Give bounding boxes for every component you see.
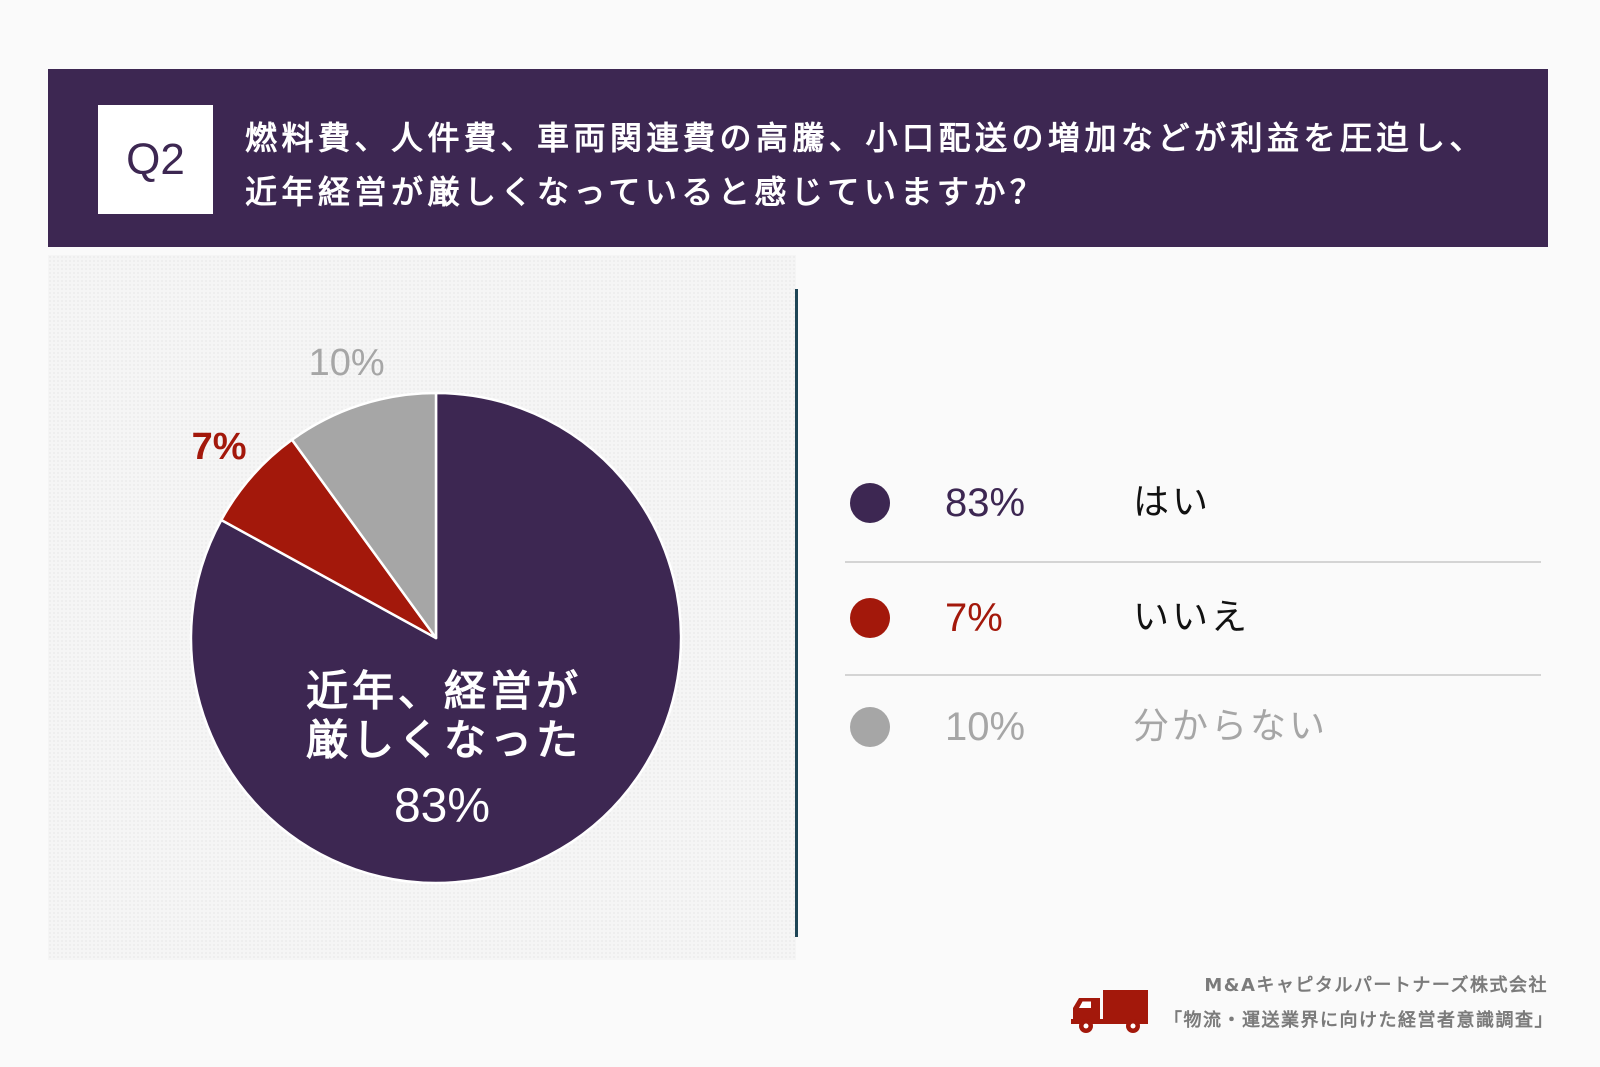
legend-label-dont-know: 分からない: [1133, 706, 1329, 747]
pie-slices: [189, 391, 683, 885]
legend-dot-yes: [850, 483, 890, 523]
truck-chassis: [1071, 1019, 1148, 1024]
legend-percent-dont-know: 10%: [945, 705, 1026, 749]
truck-cargo-box: [1103, 990, 1148, 1021]
pie-slice-no: [220, 438, 438, 640]
legend-percent-yes: 83%: [945, 481, 1026, 525]
annotation-line-2: 厳しくなった: [306, 716, 582, 765]
data-label-no: 7%: [192, 426, 247, 468]
annotation-line-1: 近年、経営が: [306, 667, 582, 716]
legend-dot-dont-know: [850, 707, 890, 747]
legend-percent-no: 7%: [945, 596, 1003, 640]
pie-slice-dont-know: [290, 391, 438, 640]
legend-item-yes: 83% はい: [845, 447, 1541, 559]
question-text-line-2: 近年経営が厳しくなっていると感じていますか？: [245, 173, 1047, 211]
legend-label-no: いいえ: [1133, 597, 1251, 638]
pie-chart: 7% 10% 近年、経営が 厳しくなった 83%: [189, 342, 683, 885]
data-label-dont-know: 10%: [309, 342, 385, 384]
legend-label-yes: はい: [1133, 482, 1212, 523]
legend: 83% はい 7% いいえ 10% 分からない: [845, 447, 1541, 780]
truck-window: [1079, 1001, 1091, 1008]
question-number: Q2: [126, 134, 185, 184]
data-label-yes: 83%: [394, 780, 490, 833]
truck-wheel-hub: [1130, 1023, 1136, 1029]
question-header: Q2 燃料費、人件費、車両関連費の高騰、小口配送の増加などが利益を圧迫し、 近年…: [48, 69, 1548, 247]
chart-panel: 7% 10% 近年、経営が 厳しくなった 83%: [48, 255, 796, 960]
legend-item-dont-know: 10% 分からない: [845, 676, 1541, 778]
survey-title: 「物流・運送業界に向けた経営者意識調査」: [1164, 1010, 1554, 1031]
truck-icon: [1071, 990, 1148, 1033]
company-name: M&Aキャピタルパートナーズ株式会社: [1204, 975, 1548, 996]
legend-separator: [845, 674, 1541, 676]
question-text-line-1: 燃料費、人件費、車両関連費の高騰、小口配送の増加などが利益を圧迫し、: [245, 119, 1487, 157]
vertical-divider: [795, 289, 798, 937]
question-number-badge: Q2: [98, 105, 213, 214]
truck-wheel-hub: [1083, 1023, 1089, 1029]
legend-dot-no: [850, 598, 890, 638]
truck-cab: [1073, 998, 1100, 1021]
legend-separator: [845, 561, 1541, 563]
pie-center-annotation: 近年、経営が 厳しくなった 83%: [306, 667, 582, 833]
legend-item-no: 7% いいえ: [845, 563, 1541, 673]
